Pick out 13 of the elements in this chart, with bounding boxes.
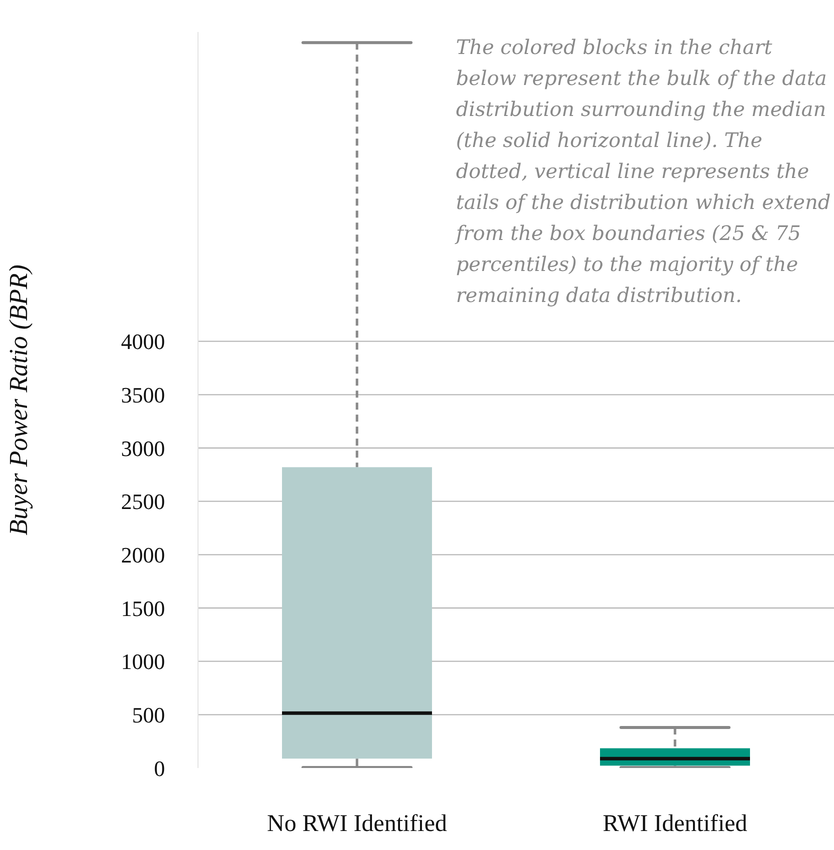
- y-tick-label: 3500: [121, 382, 165, 408]
- y-tick-label: 500: [132, 702, 165, 728]
- x-tick-label: No RWI Identified: [267, 811, 447, 838]
- y-tick-label: 1500: [121, 596, 165, 621]
- y-axis-title: Buyer Power Ratio (BPR): [4, 264, 34, 536]
- y-tick-label: 0: [154, 756, 165, 781]
- text: The colored blocks in the chart below represent the bulk of the data distribution surrounding the median (the solid horizontal line). The dotted, vertical line represents the tails of the distribution which extend from the box boundaries (25 & 75 percentiles) to the majority of the remaining data distribution.: [456, 35, 831, 307]
- y-tick-label: 3000: [121, 436, 165, 461]
- x-tick-label: RWI Identified: [602, 811, 748, 838]
- y-tick-label: 2500: [121, 489, 165, 514]
- y-tick-label: 2000: [121, 542, 165, 568]
- y-tick-label: 1000: [121, 649, 165, 674]
- y-tick-label: 4000: [121, 329, 165, 354]
